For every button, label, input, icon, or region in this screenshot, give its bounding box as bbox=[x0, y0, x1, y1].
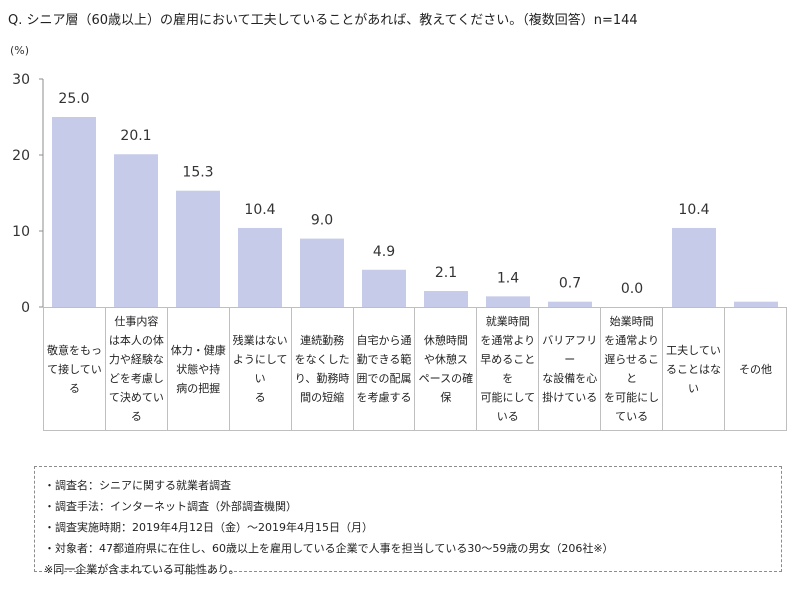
bar bbox=[300, 238, 344, 307]
category-label: バリアフリー な設備を心 掛けている bbox=[542, 334, 598, 404]
category-label: 残業はない ようにしてい る bbox=[232, 334, 288, 404]
category-cell: 自宅から通 勤できる範 囲での配属 を考慮する bbox=[352, 307, 416, 431]
category-cell: バリアフリー な設備を心 掛けている bbox=[538, 307, 602, 431]
category-row: 敬意をもっ て接してい る仕事内容 は本人の体 力や経験な どを考慮し て決めて… bbox=[43, 307, 788, 431]
data-label: 1.4 bbox=[497, 270, 519, 286]
category-label: 自宅から通 勤できる範 囲での配属 を考慮する bbox=[356, 334, 412, 404]
data-label: 25.0 bbox=[58, 91, 89, 107]
y-tick-label: 30 bbox=[12, 72, 30, 88]
category-cell: 連続勤務 をなくした り、勤務時 間の短縮 bbox=[290, 307, 354, 431]
note-line: ・調査手法：インターネット調査（外部調査機関） bbox=[44, 500, 297, 513]
bar bbox=[362, 269, 406, 307]
category-label: 敬意をもっ て接してい る bbox=[46, 343, 102, 395]
category-label: 就業時間 を通常より 早めることを 可能にして いる bbox=[480, 315, 536, 423]
bar bbox=[52, 117, 96, 307]
category-cell: その他 bbox=[723, 307, 788, 431]
data-label: 2.1 bbox=[435, 265, 457, 281]
category-label: 始業時間 を通常より 遅らせること を可能にし ている bbox=[604, 315, 660, 423]
category-cell: 敬意をもっ て接してい る bbox=[43, 307, 106, 431]
bar bbox=[238, 227, 282, 307]
bar bbox=[486, 296, 530, 307]
data-label: 15.3 bbox=[182, 165, 213, 181]
category-label: 休憩時間 や休憩ス ペースの確 保 bbox=[418, 334, 474, 404]
category-label: 体力・健康 状態や持 病の把握 bbox=[170, 343, 226, 395]
bar bbox=[672, 227, 716, 307]
bar bbox=[424, 291, 468, 307]
note-line: ・調査実施時期：2019年4月12日（金）～2019年4月15日（月） bbox=[44, 521, 373, 534]
category-labels-table: 敬意をもっ て接してい る仕事内容 は本人の体 力や経験な どを考慮し て決めて… bbox=[43, 307, 788, 431]
data-label: 4.9 bbox=[373, 244, 395, 260]
category-cell: 残業はない ようにしてい る bbox=[228, 307, 292, 431]
category-cell: 就業時間 を通常より 早めることを 可能にして いる bbox=[476, 307, 540, 431]
data-label: 10.4 bbox=[678, 202, 709, 218]
note-line: ・対象者：47都道府県に在住し、60歳以上を雇用している企業で人事を担当している… bbox=[44, 542, 614, 555]
question-title: Q. シニア層（60歳以上）の雇用において工夫していることがあれば、教えてくださ… bbox=[8, 13, 638, 28]
category-cell: 仕事内容 は本人の体 力や経験な どを考慮し て決めてい る bbox=[104, 307, 168, 431]
note-line: ・調査名：シニアに関する就業者調査 bbox=[44, 479, 231, 492]
y-tick-label: 20 bbox=[12, 148, 30, 164]
data-label: 0.0 bbox=[621, 281, 643, 297]
y-axis-unit-label: (%) bbox=[10, 44, 29, 57]
category-label: 仕事内容 は本人の体 力や経験な どを考慮し て決めてい る bbox=[108, 315, 164, 423]
data-label: 10.4 bbox=[244, 202, 275, 218]
data-label: 0.7 bbox=[559, 276, 581, 292]
y-tick-label: 0 bbox=[21, 300, 30, 316]
bar bbox=[176, 190, 220, 307]
data-label: 20.1 bbox=[120, 128, 151, 144]
bars bbox=[52, 117, 778, 307]
category-label: 工夫してい ることはない bbox=[666, 343, 722, 395]
data-label: 9.0 bbox=[311, 213, 333, 229]
bar bbox=[548, 301, 592, 307]
y-axis-ticks: 0 10 20 30 bbox=[12, 72, 43, 316]
category-cell: 工夫してい ることはない bbox=[662, 307, 725, 431]
y-tick-label: 10 bbox=[12, 224, 30, 240]
category-cell: 休憩時間 や休憩ス ペースの確 保 bbox=[414, 307, 478, 431]
bar bbox=[114, 154, 158, 307]
category-cell: 体力・健康 状態や持 病の把握 bbox=[166, 307, 230, 431]
category-label: その他 bbox=[738, 362, 772, 376]
survey-notes-box: ・調査名：シニアに関する就業者調査・調査手法：インターネット調査（外部調査機関）… bbox=[34, 466, 782, 576]
bar bbox=[734, 301, 778, 307]
category-label: 連続勤務 をなくした り、勤務時 間の短縮 bbox=[294, 334, 350, 404]
data-labels: 25.0 20.1 15.3 10.4 9.0 4.9 2.1 1.4 0.7 0.0 10.4 bbox=[58, 91, 709, 297]
note-line: ※同一企業が含まれている可能性あり。 bbox=[44, 563, 240, 576]
category-cell: 始業時間 を通常より 遅らせること を可能にし ている bbox=[600, 307, 664, 431]
bar-chart: (%) 0 10 20 30 25.0 20.1 15.3 10.4 9.0 4.9 2.1 1.4… bbox=[10, 44, 778, 316]
